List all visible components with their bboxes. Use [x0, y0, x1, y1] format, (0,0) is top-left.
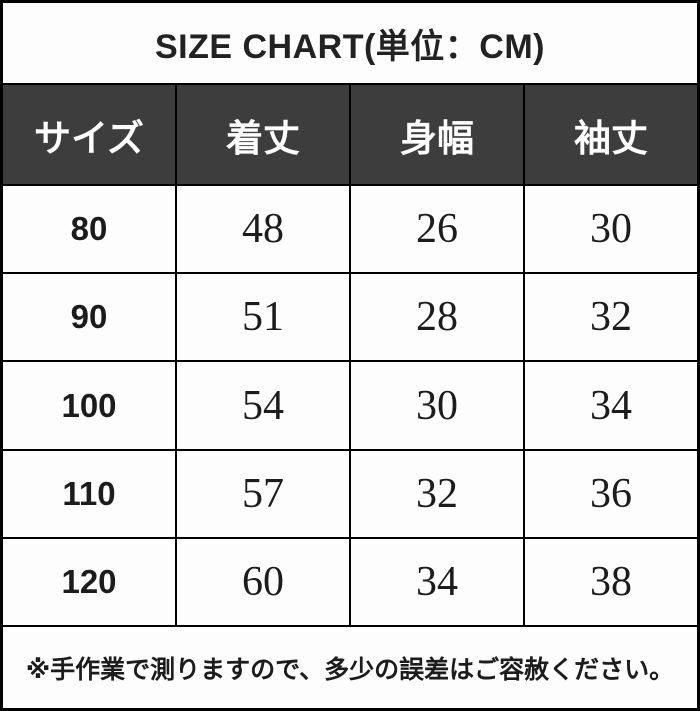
table-row: 100 54 30 34 — [3, 362, 697, 451]
chart-title: SIZE CHART(単位：CM) — [154, 27, 546, 66]
value-cell: 57 — [177, 450, 351, 537]
column-header-width: 身幅 — [351, 85, 525, 184]
column-header-size: サイズ — [3, 85, 177, 184]
table-row: 110 57 32 36 — [3, 450, 697, 539]
value-cell: 34 — [351, 538, 525, 626]
table-header-row: サイズ 着丈 身幅 袖丈 — [3, 85, 697, 186]
column-header-sleeve: 袖丈 — [574, 117, 648, 159]
footer-note-bar: ※手作業で測りますので、多少の誤差はご容赦ください。 — [3, 627, 697, 709]
size-cell: 110 — [3, 450, 177, 537]
size-cell: 80 — [3, 186, 177, 273]
value-cell: 26 — [351, 186, 525, 273]
value-cell: 32 — [351, 450, 525, 537]
table-row: 90 51 28 32 — [3, 274, 697, 363]
value-cell: 32 — [590, 294, 632, 341]
size-cell: 100 — [3, 362, 177, 449]
value-cell: 38 — [590, 558, 632, 605]
value-cell: 54 — [177, 362, 351, 449]
value-cell: 36 — [590, 470, 632, 517]
footer-note: ※手作業で測りますので、多少の誤差はご容赦ください。 — [25, 655, 675, 684]
size-cell: 90 — [3, 274, 177, 361]
column-header-length: 着丈 — [177, 85, 351, 184]
table-row: 120 60 34 38 — [3, 538, 697, 628]
value-cell: 34 — [590, 382, 632, 429]
value-cell: 60 — [177, 538, 351, 626]
value-cell: 48 — [177, 186, 351, 273]
size-cell: 120 — [3, 538, 177, 626]
chart-title-bar: SIZE CHART(単位：CM) — [3, 3, 697, 85]
value-cell: 30 — [590, 206, 632, 253]
value-cell: 30 — [351, 362, 525, 449]
table-row: 80 48 26 30 — [3, 186, 697, 275]
value-cell: 51 — [177, 274, 351, 361]
value-cell: 28 — [351, 274, 525, 361]
